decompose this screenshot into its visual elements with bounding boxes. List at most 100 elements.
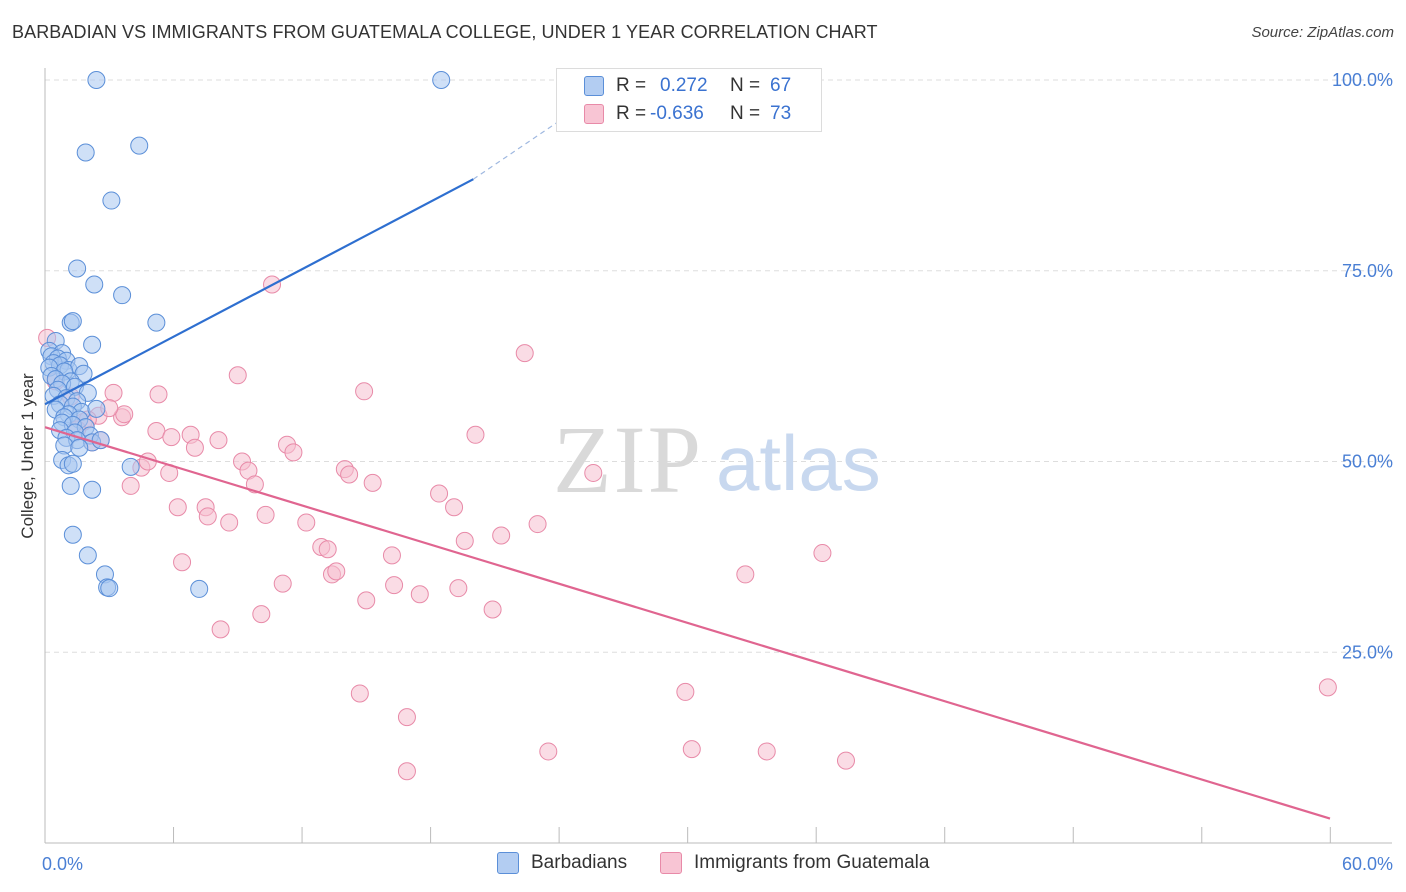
x-tick-label-max: 60.0%	[1342, 854, 1393, 874]
barbadians-trend-line	[44, 178, 474, 406]
legend-n-label: N =	[730, 75, 761, 96]
guatemala-point	[483, 600, 502, 619]
guatemala-point	[252, 605, 271, 624]
legend-r-label: R =	[616, 75, 647, 96]
guatemala-point	[455, 531, 474, 550]
chart-title: BARBADIAN VS IMMIGRANTS FROM GUATEMALA C…	[12, 22, 878, 42]
barbadian-point	[85, 275, 104, 294]
legend-swatch-blue	[584, 76, 604, 96]
guatemala-point	[162, 428, 181, 447]
guatemala-point	[430, 484, 449, 503]
guatemala-point	[357, 591, 376, 610]
guatemala-point	[410, 585, 429, 604]
guatemala-point	[836, 751, 855, 770]
guatemala-point	[256, 505, 275, 524]
guatemala-point	[297, 513, 316, 532]
guatemala-point	[149, 385, 168, 404]
barbadian-point	[63, 454, 82, 473]
barbadian-point	[87, 399, 106, 418]
guatemala-point	[515, 344, 534, 363]
barbadian-point	[100, 579, 119, 598]
guatemala-point	[340, 465, 359, 484]
bottom-legend-guatemala: Immigrants from Guatemala	[660, 852, 929, 874]
guatemala-point	[676, 682, 695, 701]
guatemala-point	[228, 366, 247, 385]
guatemala-point	[363, 473, 382, 492]
gridlines	[45, 79, 1392, 653]
watermark-zip: ZIP	[553, 406, 703, 513]
watermark-atlas: atlas	[716, 419, 881, 507]
barbadian-point	[78, 546, 97, 565]
guatemala-point	[273, 574, 292, 593]
y-tick-label: 100.0%	[1332, 70, 1393, 90]
ticks: 25.0% 50.0% 75.0% 100.0% 0.0% 60.0%	[42, 70, 1393, 874]
guatemala-point	[682, 740, 701, 759]
guatemala-point	[168, 498, 187, 517]
barbadian-point	[121, 457, 140, 476]
guatemala-point	[245, 475, 264, 494]
y-tick-label: 25.0%	[1342, 642, 1393, 662]
guatemala-point	[318, 540, 337, 559]
guatemala-point	[385, 576, 404, 595]
guatemala-point	[173, 553, 192, 572]
guatemala-point	[1318, 678, 1337, 697]
guatemala-point	[185, 438, 204, 457]
axes	[44, 68, 1392, 844]
barbadian-point	[113, 286, 132, 305]
barbadian-point	[147, 313, 166, 332]
legend-n-value: 67	[770, 75, 792, 96]
bottom-legend-barbadians: Barbadians	[497, 852, 627, 874]
guatemala-point	[327, 562, 346, 581]
barbadian-point	[61, 476, 80, 495]
barbadians-trend-extension	[472, 106, 581, 180]
legend-row-barbadians: R = 0.272 N = 67	[557, 73, 791, 99]
guatemala-point	[736, 565, 755, 584]
trend-lines	[44, 106, 1331, 820]
legend: R = 0.272 N = 67 R = -0.636 N = 73	[556, 68, 822, 132]
legend-r-value: 0.272	[660, 75, 708, 96]
legend-row-guatemala: R = -0.636 N = 73	[557, 101, 791, 127]
guatemala-point	[449, 579, 468, 598]
legend-swatch-pink	[584, 104, 604, 124]
bottom-legend-label: Immigrants from Guatemala	[694, 852, 930, 873]
barbadian-point	[87, 71, 106, 89]
guatemala-point	[355, 382, 374, 401]
barbadian-point	[83, 335, 102, 354]
guatemala-point	[284, 443, 303, 462]
barbadian-point	[68, 259, 87, 278]
bottom-legend: Barbadians Immigrants from Guatemala	[0, 852, 1406, 878]
source-label: Source: ZipAtlas.com	[1251, 24, 1394, 41]
x-tick-label-min: 0.0%	[42, 854, 83, 874]
series-barbadians-points	[40, 71, 451, 598]
bottom-legend-swatch-blue	[497, 852, 519, 874]
barbadian-point	[190, 579, 209, 598]
guatemala-point	[584, 463, 603, 482]
barbadian-point	[63, 525, 82, 544]
barbadian-point	[76, 143, 95, 162]
guatemala-point	[350, 684, 369, 703]
legend-n-value: 73	[770, 103, 792, 124]
guatemala-point	[445, 498, 464, 517]
guatemala-point	[121, 476, 140, 495]
guatemala-point	[104, 383, 123, 402]
guatemala-point	[209, 431, 228, 450]
watermark: ZIP atlas	[553, 406, 881, 513]
guatemala-point	[757, 742, 776, 761]
barbadian-point	[102, 191, 121, 210]
y-tick-label: 75.0%	[1342, 261, 1393, 281]
guatemala-point	[492, 526, 511, 545]
bottom-legend-label: Barbadians	[531, 852, 628, 873]
legend-r-label: R =	[616, 103, 647, 124]
barbadian-point	[130, 136, 149, 155]
guatemala-point	[397, 708, 416, 727]
legend-n-label: N =	[730, 103, 761, 124]
guatemala-point	[539, 742, 558, 761]
guatemala-point	[466, 425, 485, 444]
y-tick-label: 50.0%	[1342, 452, 1393, 472]
y-axis-label: College, Under 1 year	[18, 373, 37, 539]
guatemala-point	[382, 546, 401, 565]
legend-r-value: -0.636	[650, 103, 704, 124]
guatemala-point	[115, 405, 134, 424]
guatemala-point	[147, 421, 166, 440]
